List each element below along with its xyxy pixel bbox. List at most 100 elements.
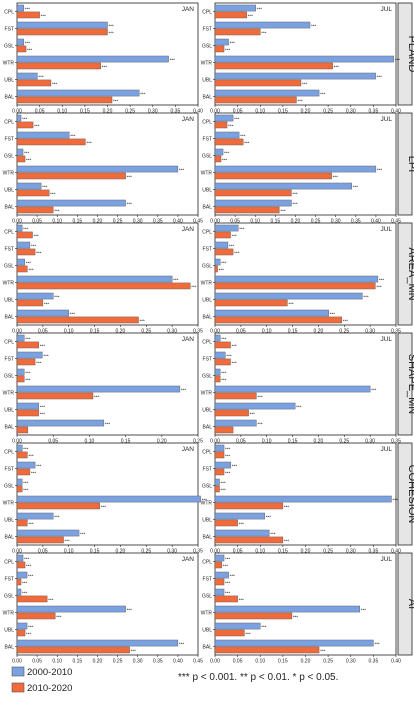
bar-series-b-wtr <box>16 282 191 290</box>
significance-label: *** <box>377 75 383 80</box>
x-tick-label: 0.40 <box>391 109 401 115</box>
significance-label: *** <box>353 185 359 190</box>
bar-series-b-ubl <box>214 189 292 197</box>
significance-label: *** <box>225 591 231 596</box>
significance-label: *** <box>54 209 60 214</box>
significance-label: *** <box>26 261 32 266</box>
significance-label: *** <box>24 557 30 562</box>
significance-label: *** <box>23 447 29 452</box>
bar-series-a-wtr <box>16 605 126 613</box>
bar-series-a-fst <box>214 461 232 469</box>
legend-label-series-b: 2010-2020 <box>27 683 72 694</box>
significance-label: *** <box>320 92 326 97</box>
bar-series-a-ubl <box>16 512 54 520</box>
category-label: UBL <box>202 517 212 523</box>
month-label: JUL <box>380 336 392 343</box>
bar-series-b-ubl <box>214 629 245 637</box>
significance-label: *** <box>371 388 377 393</box>
panel-frame <box>16 442 199 546</box>
significance-label: *** <box>229 244 235 249</box>
x-tick-label: 0.25 <box>113 659 123 665</box>
bar-series-a-cpl <box>16 554 24 562</box>
bar-series-b-bal <box>16 316 139 324</box>
significance-label: *** <box>70 312 76 317</box>
category-label: WTR <box>3 170 15 176</box>
bar-series-a-bal <box>214 309 329 317</box>
category-label: CPL <box>4 449 14 455</box>
x-tick-label: 0.15 <box>270 219 280 225</box>
x-tick-label: 0.00 <box>210 329 220 335</box>
x-tick-label: 0.00 <box>12 219 22 225</box>
x-tick-label: 0.00 <box>12 329 22 335</box>
bar-series-a-wtr <box>214 385 371 393</box>
category-label: WTR <box>201 170 213 176</box>
bar-series-a-cpl <box>16 114 22 122</box>
bar-series-a-bal <box>214 529 270 537</box>
bar-series-a-ubl <box>16 622 28 630</box>
bar-series-b-cpl <box>214 341 231 349</box>
x-tick-label: 0.05 <box>38 329 48 335</box>
x-tick-label: 0.00 <box>12 439 22 445</box>
bar-series-b-gsl <box>214 155 222 163</box>
x-tick-label: 0.40 <box>173 659 183 665</box>
bar-series-a-fst <box>16 131 70 139</box>
bar-series-b-bal <box>16 426 29 434</box>
x-tick-label: 0.05 <box>48 439 58 445</box>
x-tick-label: 0.25 <box>339 329 349 335</box>
significance-label: *** <box>230 574 236 579</box>
x-tick-label: 0.10 <box>262 329 272 335</box>
bar-series-a-fst <box>214 21 311 29</box>
significance-label: *** <box>222 158 228 163</box>
significance-label: *** <box>221 261 227 266</box>
panel-frame <box>214 112 397 216</box>
category-label: CPL <box>4 229 14 235</box>
x-tick-label: 0.30 <box>167 329 177 335</box>
significance-label: *** <box>221 481 227 486</box>
x-tick-label: 0.20 <box>314 439 324 445</box>
x-tick-label: 0.15 <box>278 109 288 115</box>
significance-label: *** <box>280 209 286 214</box>
x-tick-label: 0.15 <box>278 659 288 665</box>
metric-strip <box>397 222 413 326</box>
significance-label: *** <box>239 598 245 603</box>
x-tick-label: 0.35 <box>351 219 361 225</box>
x-tick-label: 0.00 <box>12 659 22 665</box>
bar-series-b-gsl <box>214 485 220 493</box>
significance-label: *** <box>25 337 31 342</box>
x-tick-label: 0.40 <box>371 219 381 225</box>
category-label: CPL <box>202 9 212 15</box>
significance-label: *** <box>376 285 382 290</box>
significance-label: *** <box>374 642 380 647</box>
bar-series-b-fst <box>16 138 86 146</box>
x-tick-label: 0.20 <box>116 329 126 335</box>
bar-series-b-ubl <box>214 299 288 307</box>
significance-label: *** <box>23 488 29 493</box>
significance-label: *** <box>28 268 34 273</box>
bar-series-b-bal <box>214 426 234 434</box>
significance-label: *** <box>248 14 254 19</box>
category-label: UBL <box>202 77 212 83</box>
significance-label: *** <box>36 251 42 256</box>
significance-label: *** <box>127 202 133 207</box>
bar-series-b-cpl <box>16 341 39 349</box>
bar-series-b-fst <box>214 358 231 366</box>
month-label: JAN <box>182 226 195 233</box>
metric-title: SHAPE_MN <box>406 354 414 415</box>
bar-series-a-cpl <box>214 554 225 562</box>
bar-series-b-bal <box>16 206 54 214</box>
bar-series-a-bal <box>16 89 140 97</box>
x-tick-label: 0.00 <box>210 439 220 445</box>
significance-label: *** <box>311 24 317 29</box>
significance-label: *** <box>131 649 137 654</box>
month-label: JUL <box>380 226 392 233</box>
significance-label: *** <box>40 412 46 417</box>
significance-label: *** <box>41 14 47 19</box>
month-label: JAN <box>182 556 195 563</box>
bar-series-a-bal <box>214 199 292 207</box>
category-label: WTR <box>201 500 213 506</box>
bar-series-b-cpl <box>214 451 225 459</box>
significance-label: *** <box>288 302 294 307</box>
bar-series-a-gsl <box>16 258 25 266</box>
significance-label: *** <box>102 65 108 70</box>
bar-series-a-bal <box>16 419 105 427</box>
